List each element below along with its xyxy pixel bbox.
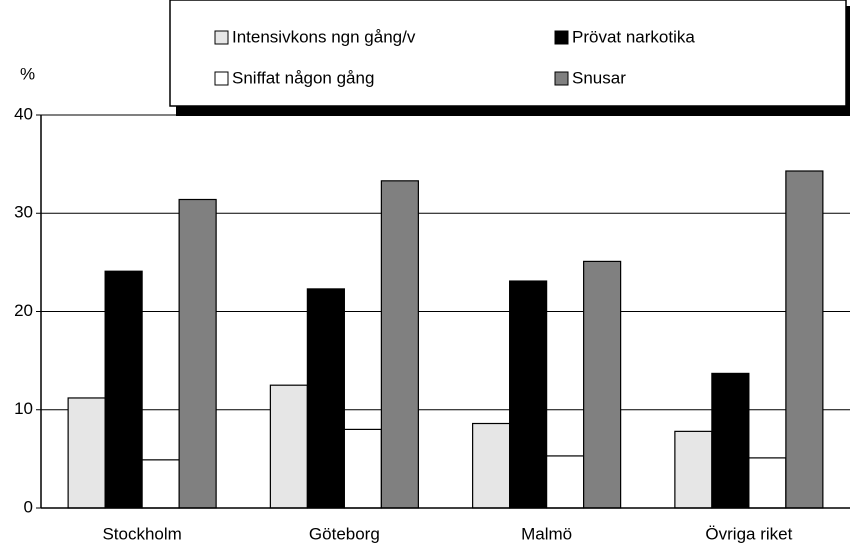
bar — [711, 372, 750, 509]
bar — [748, 457, 787, 509]
bar — [269, 384, 308, 509]
legend-swatch — [214, 30, 229, 45]
bar — [67, 397, 106, 509]
bar — [380, 180, 419, 509]
y-tick-label: 40 — [14, 104, 33, 123]
y-tick-label: 20 — [14, 301, 33, 320]
x-tick-label: Göteborg — [309, 524, 380, 543]
y-axis-label: % — [20, 64, 35, 83]
bar — [306, 288, 345, 509]
bar — [674, 430, 713, 509]
bar — [583, 260, 622, 509]
y-tick-label: 10 — [14, 399, 33, 418]
x-tick-label: Stockholm — [102, 524, 181, 543]
y-tick-label: 30 — [14, 203, 33, 222]
bar — [104, 270, 143, 509]
bar — [509, 280, 548, 509]
legend-label: Intensivkons ngn gång/v — [232, 27, 416, 46]
bar — [785, 170, 824, 509]
x-tick-label: Övriga riket — [705, 524, 792, 543]
bar — [141, 459, 180, 509]
bar — [178, 198, 217, 509]
legend-swatch — [214, 71, 229, 86]
bar — [343, 428, 382, 509]
legend-box — [169, 0, 847, 107]
legend-label: Prövat narkotika — [572, 27, 695, 46]
x-tick-label: Malmö — [521, 524, 572, 543]
legend-label: Sniffat någon gång — [232, 68, 374, 87]
legend-label: Snusar — [572, 68, 626, 87]
legend-swatch — [554, 30, 569, 45]
bar — [546, 455, 585, 509]
bar — [472, 422, 511, 509]
legend-swatch — [554, 71, 569, 86]
y-tick-label: 0 — [24, 497, 33, 516]
